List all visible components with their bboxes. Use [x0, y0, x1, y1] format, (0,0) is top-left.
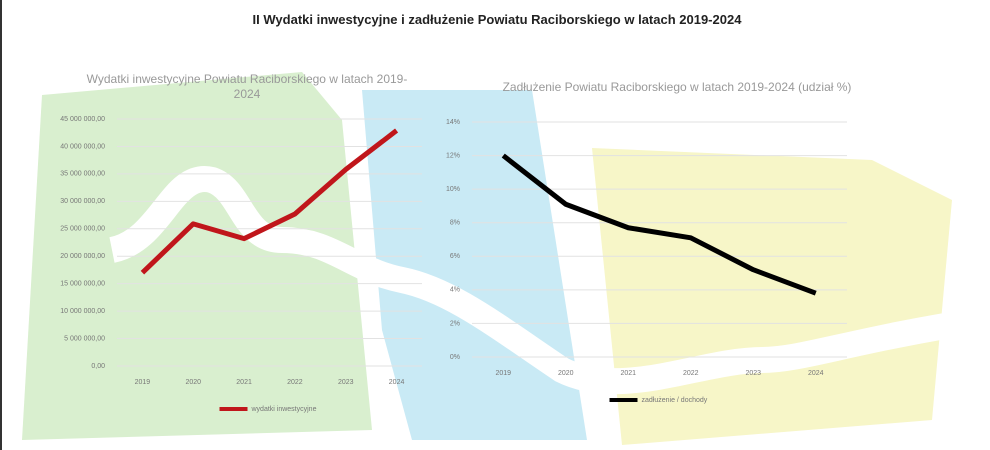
y-tick-label: 14% — [446, 119, 460, 126]
legend-label: wydatki inwestycyjne — [251, 406, 317, 413]
y-tick-label: 10 000 000,00 — [60, 308, 105, 315]
y-tick-label: 30 000 000,00 — [60, 198, 105, 205]
x-tick-label: 2024 — [808, 370, 824, 377]
y-tick-label: 35 000 000,00 — [60, 171, 105, 178]
x-tick-label: 2024 — [389, 379, 405, 386]
y-tick-label: 25 000 000,00 — [60, 226, 105, 233]
y-tick-label: 8% — [450, 220, 460, 227]
y-tick-label: 0% — [450, 354, 460, 361]
x-tick-label: 2019 — [135, 379, 151, 386]
y-tick-label: 10% — [446, 186, 460, 193]
y-tick-label: 45 000 000,00 — [60, 116, 105, 123]
y-tick-label: 2% — [450, 320, 460, 327]
legend-label: zadłużenie / dochody — [642, 397, 708, 404]
y-tick-label: 40 000 000,00 — [60, 143, 105, 150]
x-tick-label: 2022 — [683, 370, 699, 377]
page: 0,00 5 000 000,00 10 000 000,00 15 000 000,… — [0, 0, 990, 450]
y-tick-label: 5 000 000,00 — [64, 335, 105, 342]
x-tick-label: 2021 — [620, 370, 636, 377]
x-tick-label: 2020 — [185, 379, 201, 386]
chart-title: Wydatki inwestycyjne Powiatu Raciborskie… — [82, 72, 412, 102]
y-tick-label: 0,00 — [91, 363, 105, 370]
x-tick-label: 2020 — [558, 370, 574, 377]
y-tick-label: 4% — [450, 287, 460, 294]
chart: 0,00 5 000 000,00 10 000 000,00 15 000 000,… — [2, 0, 990, 450]
chart-title: Zadłużenie Powiatu Raciborskiego w latac… — [502, 80, 852, 95]
y-tick-label: 12% — [446, 152, 460, 159]
page-title: II Wydatki inwestycyjne i zadłużenie Pow… — [2, 12, 990, 27]
x-tick-label: 2021 — [236, 379, 252, 386]
y-tick-label: 6% — [450, 253, 460, 260]
bg-shape — [362, 90, 587, 440]
y-tick-label: 20 000 000,00 — [60, 253, 105, 260]
x-tick-label: 2022 — [287, 379, 303, 386]
x-tick-label: 2019 — [495, 370, 511, 377]
x-tick-label: 2023 — [338, 379, 354, 386]
x-tick-label: 2023 — [745, 370, 761, 377]
y-tick-label: 15 000 000,00 — [60, 281, 105, 288]
